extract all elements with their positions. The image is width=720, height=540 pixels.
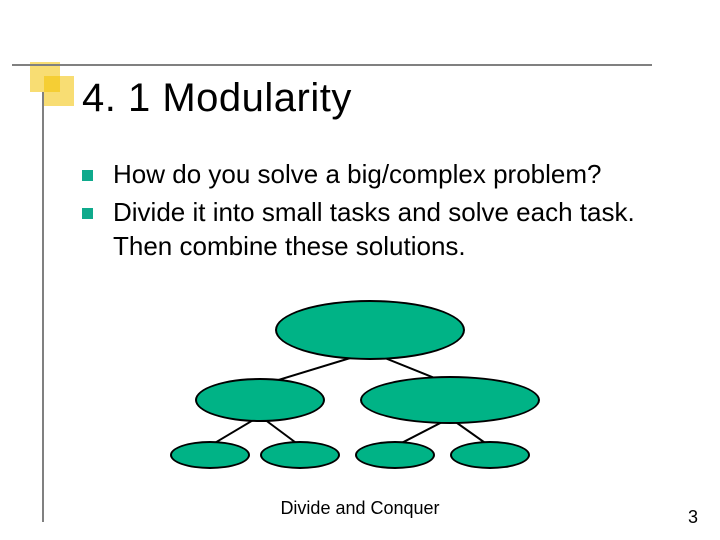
deco-line-vertical [42, 92, 44, 522]
bullet-list: How do you solve a big/complex problem? … [82, 158, 672, 267]
bullet-text: Divide it into small tasks and solve eac… [113, 196, 672, 264]
bullet-item: Divide it into small tasks and solve eac… [82, 196, 672, 264]
tree-node [360, 376, 540, 424]
deco-square-icon [44, 76, 74, 106]
deco-line-horizontal [12, 64, 652, 66]
tree-node [355, 441, 435, 469]
slide-title: 4. 1 Modularity [82, 76, 352, 121]
tree-diagram [160, 300, 580, 480]
page-number: 3 [688, 507, 698, 528]
bullet-item: How do you solve a big/complex problem? [82, 158, 672, 192]
tree-node [275, 300, 465, 360]
tree-node [195, 378, 325, 422]
bullet-text: How do you solve a big/complex problem? [113, 158, 601, 192]
tree-node [260, 441, 340, 469]
slide: 4. 1 Modularity How do you solve a big/c… [0, 0, 720, 540]
diagram-caption: Divide and Conquer [0, 498, 720, 519]
bullet-icon [82, 170, 93, 181]
tree-node [450, 441, 530, 469]
tree-node [170, 441, 250, 469]
bullet-icon [82, 208, 93, 219]
